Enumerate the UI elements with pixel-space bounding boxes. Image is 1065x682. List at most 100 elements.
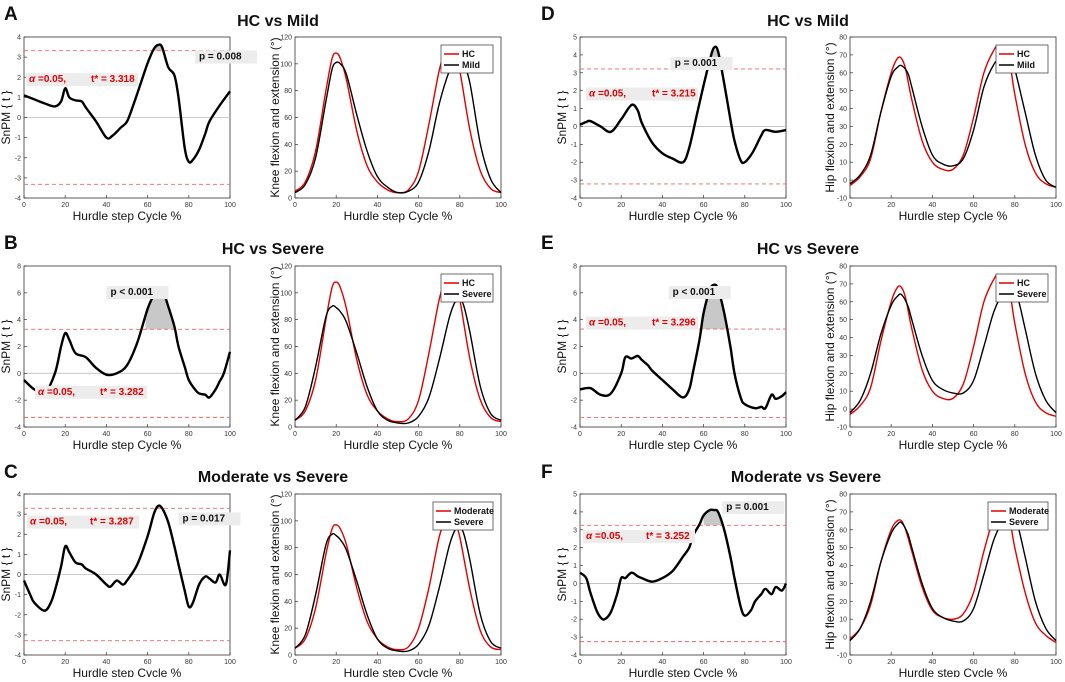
x-tick-label: 100 xyxy=(224,431,236,438)
y-axis-label: SnPM { t } xyxy=(555,90,569,144)
p-value: p = 0.001 xyxy=(675,58,718,69)
y-tick-label: 6 xyxy=(573,290,577,297)
x-tick-label: 40 xyxy=(659,202,667,209)
y-tick-label: 3 xyxy=(17,55,21,62)
y-tick-label: 0 xyxy=(17,115,21,122)
panel-letter-e: E xyxy=(541,233,554,254)
t-star-value: t* = 3.318 xyxy=(91,74,135,85)
legend-label-moderate: Moderate xyxy=(1009,506,1049,516)
y-tick-label: 100 xyxy=(280,518,292,525)
x-tick-label: 0 xyxy=(578,431,582,438)
legend-box xyxy=(995,273,1049,303)
x-axis-label: Hurdle step Cycle % xyxy=(73,438,182,452)
x-tick-label: 20 xyxy=(617,202,625,209)
t-star-value: t* = 3.252 xyxy=(646,531,690,542)
y-tick-label: 4 xyxy=(17,35,21,42)
chart-C-spm: 0 20 40 60 80 100 -4 -3 -2 -1 0 1 2 3 4 Hurdle step Cyc… xyxy=(0,492,241,680)
t-star-value: t* = 3.215 xyxy=(652,89,696,100)
y-tick-label: 0 xyxy=(573,371,577,378)
x-tick-label: 20 xyxy=(617,659,625,666)
y-tick-label: 30 xyxy=(839,124,847,131)
y-tick-label: -4 xyxy=(571,425,577,432)
y-axis-label: Hip flexion and extension (°) xyxy=(823,271,837,421)
y-tick-label: 40 xyxy=(284,142,292,149)
y-tick-label: 1 xyxy=(573,106,577,113)
y-tick-label: 2 xyxy=(17,75,21,82)
y-tick-label: 5 xyxy=(573,35,577,42)
y-tick-label: 70 xyxy=(839,281,847,288)
chart-B-spm: 0 20 40 60 80 100 -4 -2 0 2 4 6 8 Hurdle step Cycle %… xyxy=(0,264,236,453)
x-tick-label: 100 xyxy=(780,431,792,438)
y-tick-label: 4 xyxy=(573,509,577,516)
y-tick-label: 120 xyxy=(280,264,292,271)
x-axis-label: Hurdle step Cycle % xyxy=(899,209,1008,223)
y-tick-label: 4 xyxy=(17,317,21,324)
t-star-value: t* = 3.296 xyxy=(652,318,696,329)
y-axis-label: Hip flexion and extension (°) xyxy=(823,499,837,649)
legend-label-hc: HC xyxy=(462,49,475,59)
x-axis-label: Hurdle step Cycle % xyxy=(629,209,738,223)
y-tick-label: 2 xyxy=(573,344,577,351)
y-tick-label: 40 xyxy=(839,106,847,113)
x-tick-label: 0 xyxy=(848,659,852,666)
x-tick-label: 80 xyxy=(456,202,464,209)
x-tick-label: 60 xyxy=(970,431,978,438)
panel-title-b: HC vs Severe xyxy=(222,241,324,258)
legend-label-hc: HC xyxy=(1017,49,1030,59)
y-tick-label: -2 xyxy=(571,160,577,167)
y-tick-label: 100 xyxy=(280,61,292,68)
y-tick-label: 2 xyxy=(573,88,577,95)
x-tick-label: 100 xyxy=(780,202,792,209)
x-tick-label: 40 xyxy=(929,431,937,438)
y-tick-label: 0 xyxy=(288,653,292,660)
y-tick-label: 20 xyxy=(284,398,292,405)
y-tick-label: 10 xyxy=(839,617,847,624)
y-tick-label: 10 xyxy=(839,160,847,167)
stat-box xyxy=(586,316,698,330)
y-axis-label: SnPM { t } xyxy=(0,90,13,144)
x-tick-label: 100 xyxy=(224,659,236,666)
y-tick-label: 0 xyxy=(288,425,292,432)
y-tick-label: -3 xyxy=(15,632,21,639)
legend-box xyxy=(440,273,494,303)
y-axis-label: Knee flexion and extension (°) xyxy=(268,266,282,426)
x-tick-label: 0 xyxy=(22,202,26,209)
y-tick-label: 30 xyxy=(839,581,847,588)
y-tick-label: 6 xyxy=(17,290,21,297)
y-tick-label: -1 xyxy=(15,592,21,599)
plot-frame xyxy=(579,493,787,656)
y-tick-label: 20 xyxy=(839,142,847,149)
y-tick-label: -1 xyxy=(15,135,21,142)
x-tick-label: 40 xyxy=(103,659,111,666)
y-tick-label: 3 xyxy=(17,512,21,519)
x-tick-label: 60 xyxy=(700,659,708,666)
panel-title-c: Moderate vs Severe xyxy=(198,469,348,486)
legend-box xyxy=(440,44,494,74)
y-tick-label: 0 xyxy=(573,581,577,588)
y-tick-label: -10 xyxy=(837,425,847,432)
panel-letter-a: A xyxy=(4,4,18,25)
y-axis-label: SnPM { t } xyxy=(0,319,13,373)
panel-title-f: Moderate vs Severe xyxy=(731,469,881,486)
x-tick-label: 80 xyxy=(1011,202,1019,209)
x-tick-label: 0 xyxy=(578,659,582,666)
x-tick-label: 100 xyxy=(780,659,792,666)
y-tick-label: -3 xyxy=(571,178,577,185)
p-value: p < 0.001 xyxy=(110,287,153,298)
y-tick-label: 80 xyxy=(284,317,292,324)
y-tick-label: -2 xyxy=(15,612,21,619)
y-tick-label: 40 xyxy=(284,599,292,606)
y-tick-label: 50 xyxy=(839,545,847,552)
x-tick-label: 80 xyxy=(1011,659,1019,666)
t-star-value: t* = 3.282 xyxy=(100,387,144,398)
x-tick-label: 80 xyxy=(741,431,749,438)
y-tick-label: 8 xyxy=(573,264,577,271)
p-value: p = 0.001 xyxy=(726,502,769,513)
x-axis-label: Hurdle step Cycle % xyxy=(73,209,182,223)
series-line-moderate xyxy=(294,519,502,651)
x-axis-label: Hurdle step Cycle % xyxy=(629,438,738,452)
x-tick-label: 20 xyxy=(61,659,69,666)
y-tick-label: 3 xyxy=(573,527,577,534)
y-tick-label: -1 xyxy=(571,599,577,606)
